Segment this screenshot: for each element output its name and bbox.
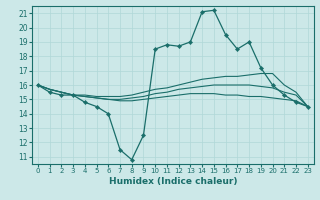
X-axis label: Humidex (Indice chaleur): Humidex (Indice chaleur) — [108, 177, 237, 186]
